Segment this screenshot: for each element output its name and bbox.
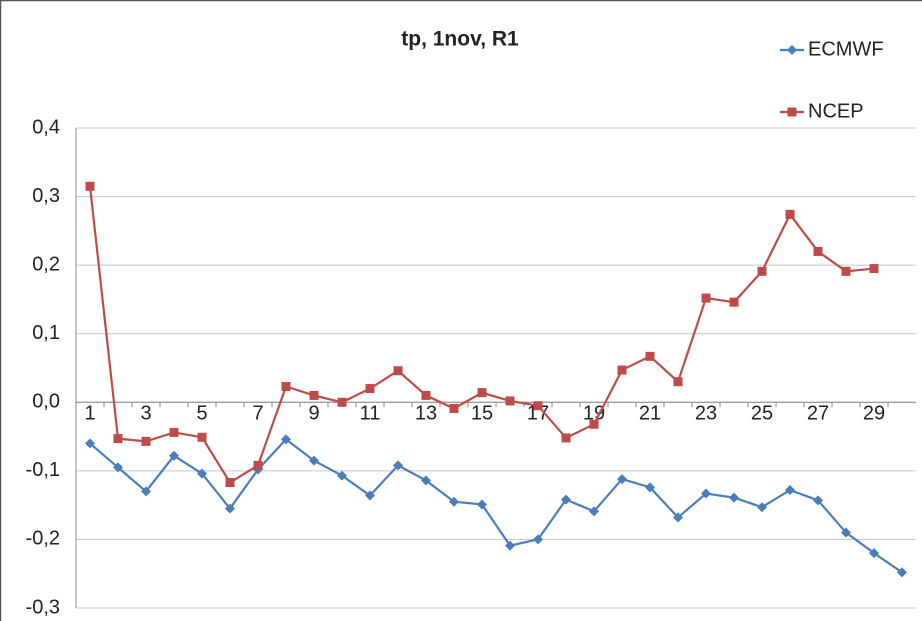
marker xyxy=(729,492,739,503)
marker xyxy=(113,434,123,444)
x-tick-label: 23 xyxy=(695,403,717,425)
marker xyxy=(533,401,543,411)
x-tick-label: 21 xyxy=(639,403,661,425)
marker xyxy=(617,474,627,485)
x-tick-label: 7 xyxy=(252,403,263,425)
marker xyxy=(561,433,571,443)
marker xyxy=(841,527,851,538)
marker xyxy=(253,460,263,470)
marker xyxy=(197,432,207,442)
marker xyxy=(393,366,403,376)
legend-label: NCEP xyxy=(808,100,864,122)
marker xyxy=(589,506,599,517)
marker xyxy=(561,494,571,505)
y-tick-label: 0,1 xyxy=(32,322,60,344)
x-tick-label: 19 xyxy=(583,403,605,425)
x-tick-label: 11 xyxy=(360,403,381,425)
marker xyxy=(757,502,767,513)
marker xyxy=(421,390,431,400)
marker xyxy=(365,490,375,501)
legend-label: ECMWF xyxy=(808,38,884,60)
marker xyxy=(869,548,879,559)
marker xyxy=(617,365,627,375)
marker xyxy=(645,482,655,493)
marker xyxy=(337,470,347,481)
marker xyxy=(85,438,95,449)
chart-title: tp, 1nov, R1 xyxy=(401,28,519,51)
x-tick-label: 3 xyxy=(140,403,151,425)
marker xyxy=(365,384,375,394)
marker xyxy=(169,427,179,437)
marker xyxy=(113,462,123,473)
marker xyxy=(421,475,431,486)
x-tick-label: 25 xyxy=(751,403,773,425)
marker xyxy=(701,488,711,499)
marker xyxy=(673,377,683,387)
y-tick-label: 0,4 xyxy=(32,116,60,138)
marker xyxy=(393,460,403,471)
marker xyxy=(141,486,151,497)
marker xyxy=(281,434,291,445)
y-tick-label: -0,3 xyxy=(26,596,60,618)
marker xyxy=(505,540,515,551)
marker xyxy=(589,419,599,429)
marker xyxy=(701,293,711,303)
x-tick-label: 29 xyxy=(863,403,885,425)
marker xyxy=(225,478,235,488)
marker xyxy=(169,450,179,461)
marker xyxy=(449,403,459,413)
x-tick-label: 17 xyxy=(527,403,549,425)
y-tick-label: -0,2 xyxy=(26,528,60,550)
marker xyxy=(197,468,207,479)
x-tick-label: 9 xyxy=(308,403,319,425)
x-tick-label: 5 xyxy=(196,403,207,425)
marker xyxy=(897,567,907,578)
marker xyxy=(841,266,851,276)
x-tick-label: 15 xyxy=(471,403,493,425)
marker xyxy=(729,297,739,307)
marker xyxy=(225,503,235,514)
marker xyxy=(309,390,319,400)
marker xyxy=(813,246,823,256)
marker xyxy=(787,45,797,55)
marker xyxy=(645,351,655,361)
marker xyxy=(813,495,823,506)
marker xyxy=(533,534,543,545)
y-tick-label: 0,2 xyxy=(32,253,60,275)
marker xyxy=(785,209,795,219)
y-tick-label: 0,0 xyxy=(32,391,60,413)
marker xyxy=(757,266,767,276)
y-tick-label: 0,3 xyxy=(32,185,60,207)
series-line xyxy=(89,437,903,574)
marker xyxy=(337,397,347,407)
marker xyxy=(785,485,795,496)
series-line xyxy=(88,186,875,485)
y-tick-label: -0,1 xyxy=(26,459,60,481)
marker xyxy=(449,496,459,507)
marker xyxy=(673,512,683,523)
marker xyxy=(85,181,95,191)
marker xyxy=(505,396,515,406)
marker xyxy=(477,388,487,398)
marker xyxy=(281,382,291,392)
marker xyxy=(309,455,319,466)
marker xyxy=(787,107,797,117)
x-tick-label: 27 xyxy=(807,403,829,425)
marker xyxy=(477,499,487,510)
x-tick-label: 13 xyxy=(415,403,437,425)
x-tick-label: 1 xyxy=(84,403,95,425)
marker xyxy=(141,436,151,446)
marker xyxy=(869,264,879,274)
